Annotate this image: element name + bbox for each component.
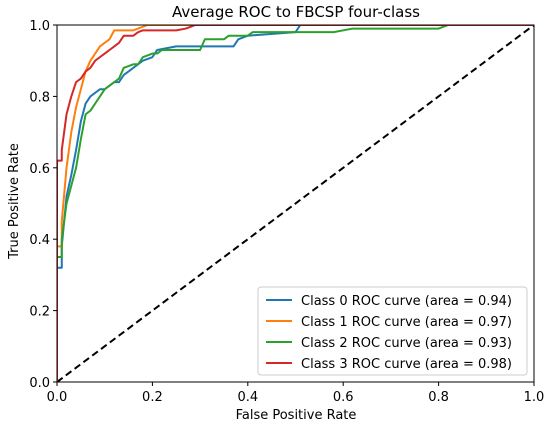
x-tick-label: 0.8 bbox=[428, 390, 449, 405]
x-axis-label: False Positive Rate bbox=[236, 408, 357, 423]
y-tick-label: 0.0 bbox=[29, 376, 50, 391]
y-tick-label: 0.8 bbox=[29, 90, 50, 105]
x-tick-label: 0.4 bbox=[237, 390, 258, 405]
x-tick-label: 0.2 bbox=[142, 390, 163, 405]
legend-label-class-1: Class 1 ROC curve (area = 0.97) bbox=[301, 315, 512, 330]
roc-curve-class-2 bbox=[57, 25, 534, 382]
chance-diagonal-line bbox=[57, 25, 534, 382]
y-tick-label: 1.0 bbox=[29, 19, 50, 34]
plot-frame bbox=[56, 24, 535, 383]
legend-label-class-0: Class 0 ROC curve (area = 0.94) bbox=[301, 294, 512, 309]
tick-layer: 0.0 0.2 0.4 0.6 0.8 1.0 0.0 0.2 0.4 0.6 0.8 1.0 bbox=[29, 19, 544, 405]
y-tick-label: 0.6 bbox=[29, 162, 50, 177]
roc-curve-class-1 bbox=[57, 25, 534, 382]
legend-box bbox=[257, 286, 528, 376]
x-tick-label: 0.0 bbox=[47, 390, 68, 405]
x-tick-label: 1.0 bbox=[524, 390, 545, 405]
roc-curve-class-3 bbox=[57, 25, 534, 382]
legend-label-class-3: Class 3 ROC curve (area = 0.98) bbox=[301, 357, 512, 372]
legend: Class 0 ROC curve (area = 0.94) Class 1 R… bbox=[257, 286, 528, 376]
y-tick-label: 0.2 bbox=[29, 305, 50, 320]
plot-area bbox=[56, 24, 535, 383]
y-axis-label: True Positive Rate bbox=[7, 143, 22, 260]
x-tick-label: 0.6 bbox=[333, 390, 354, 405]
chart-title: Average ROC to FBCSP four-class bbox=[172, 3, 420, 21]
legend-label-class-2: Class 2 ROC curve (area = 0.93) bbox=[301, 336, 512, 351]
y-tick-label: 0.4 bbox=[29, 233, 50, 248]
